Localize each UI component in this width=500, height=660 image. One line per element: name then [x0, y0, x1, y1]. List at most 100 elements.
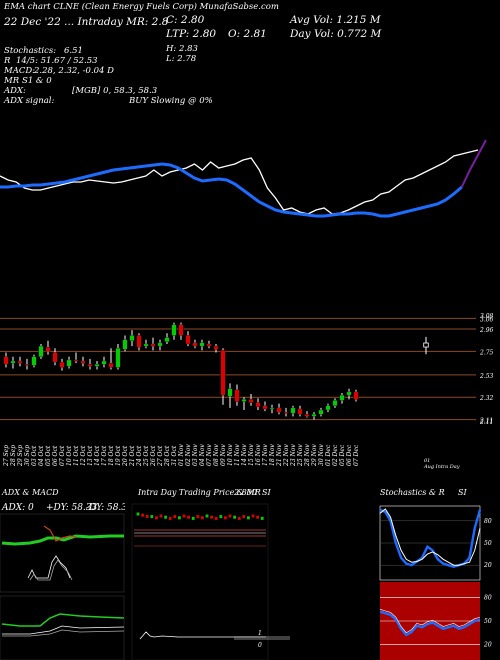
x-tick-label: 02 Dec: [332, 444, 339, 466]
x-tick-label: 17 Oct: [101, 445, 108, 466]
x-tick-label: 05 Oct: [45, 445, 52, 466]
stoch-suffix: SI: [458, 488, 467, 497]
plus-di-value: +DY: 58.33: [46, 503, 98, 513]
y-tick-label: 2.11: [479, 419, 493, 426]
candle-body: [171, 324, 177, 336]
candle-body: [108, 362, 114, 368]
stoch-tick-label: 20: [483, 562, 492, 569]
x-tick-label: 18 Nov: [269, 444, 276, 466]
y-tick-label: 2.53: [479, 373, 494, 380]
candle-body: [101, 360, 107, 365]
candle-body: [59, 361, 65, 368]
x-tick-label: 26 Oct: [150, 445, 157, 467]
intraday-candle: [205, 514, 209, 518]
x-tick-label: 29 Nov: [311, 444, 318, 467]
indicator-row: ADX signal: BUY Slowing @ 0%: [4, 96, 213, 106]
x-tick-label: 07 Oct: [59, 445, 66, 466]
macd-frame: [0, 595, 125, 660]
x-tick-label: 10 Oct: [66, 445, 73, 466]
intraday-candle: [219, 515, 223, 519]
candle-body: [157, 342, 163, 347]
x-tick-label: 03 Nov: [192, 444, 199, 466]
x-tick-label: 28 Oct: [164, 445, 171, 467]
indicator-value: 6.51: [64, 46, 83, 56]
intraday-candle: [201, 516, 204, 520]
macd-avg-line: [2, 629, 125, 637]
intraday-candle: [260, 516, 264, 520]
intraday-candle: [210, 515, 213, 519]
candle-body: [269, 407, 275, 410]
intraday-candle: [251, 514, 255, 518]
candle-body: [276, 407, 282, 413]
indicator-row: MR S1 & 0: [4, 76, 56, 86]
x-tick-label: 11 Oct: [73, 445, 80, 466]
candle-body: [213, 345, 219, 350]
intraday-candle: [237, 516, 241, 520]
candle-body: [38, 345, 44, 357]
x-tick-label: 11 Nov: [234, 444, 241, 466]
x-tick-label: 06 Oct: [52, 445, 59, 466]
candle-body: [227, 388, 233, 397]
x-tick-label: 28 Sep: [10, 445, 17, 467]
y-tick-label: 2.32: [479, 395, 494, 402]
intraday-candle: [196, 515, 200, 519]
x-tick-label: 21 Oct: [129, 445, 136, 467]
indicator-value: 14/5: 51.67 / 52.53: [16, 56, 98, 66]
x-tick-label: 24 Oct: [136, 445, 143, 467]
candle-body: [87, 364, 93, 367]
x-tick-label: 13 Oct: [87, 445, 94, 466]
x-tick-label: 28 Nov: [304, 444, 311, 467]
macd-histogram-line: [1, 613, 125, 627]
x-tick-label: 30 Nov: [318, 444, 325, 466]
candle-body: [185, 335, 191, 345]
indicator-label: Stochastics:: [4, 46, 57, 56]
ema-tail-line: [460, 139, 487, 188]
stoch-d-line: [379, 508, 481, 566]
x-tick-label: 01: [424, 458, 430, 464]
intraday-candle: [150, 515, 154, 519]
x-tick-label: 10 Nov: [227, 444, 234, 466]
candle-body: [311, 414, 317, 417]
minus-di-line: [43, 525, 77, 542]
x-tick-label: 07 Nov: [206, 444, 213, 466]
candle-body: [17, 360, 23, 364]
x-tick-label: 01 Nov: [178, 444, 185, 466]
indicator-row: ADX: [MGB] 0, 58.3, 58.3: [4, 86, 157, 96]
x-tick-label: Aug Intra Day: [423, 464, 460, 470]
candle-body: [297, 408, 303, 415]
high-label: H: 2.83: [166, 44, 198, 54]
candle-body: [94, 364, 100, 367]
candle-body: [45, 347, 51, 352]
candle-body: [290, 407, 296, 414]
stochastics-panel: Stochastics & R SI 80 50 20 80 50 20: [379, 488, 492, 660]
y-tick-label: 2.11: [479, 418, 493, 425]
candle-body: [3, 356, 9, 365]
candle-body: [150, 343, 156, 347]
intraday-candle: [182, 514, 186, 518]
candle-body: [164, 337, 170, 342]
candle-body: [220, 350, 226, 396]
intraday-suffix: SI: [262, 488, 271, 497]
x-tick-label: 14 Oct: [94, 445, 101, 466]
adx-frame: [0, 513, 125, 593]
x-tick-label: 15 Nov: [248, 444, 255, 466]
day-vol-label: Day Vol: 0.772 M: [290, 28, 382, 40]
x-tick-label: 20 Oct: [122, 445, 129, 467]
indicator-value: 2.28, 2.32, -0.04 D: [34, 66, 114, 76]
indicator-value: BUY Slowing @ 0%: [129, 96, 213, 106]
candle-body: [304, 414, 310, 417]
r-tick-label: 80: [484, 595, 492, 602]
indicator-row: R 14/5: 51.67 / 52.53: [4, 56, 98, 66]
avg-vol-label: Avg Vol: 1.215 M: [290, 14, 381, 26]
candle-body: [10, 360, 16, 364]
close-label: C: 2.80: [166, 14, 205, 26]
intraday-candle: [136, 512, 140, 516]
intraday-panel: Intra Day Trading Price & MR2.800 SI 1 0: [131, 488, 290, 660]
x-tick-label: 09 Nov: [220, 444, 227, 466]
adx-line: [1, 534, 124, 546]
x-tick-label: 02 Nov: [185, 444, 192, 466]
intraday-candle: [224, 516, 227, 520]
intraday-candle: [155, 516, 158, 520]
x-tick-label: 19 Oct: [115, 445, 122, 466]
